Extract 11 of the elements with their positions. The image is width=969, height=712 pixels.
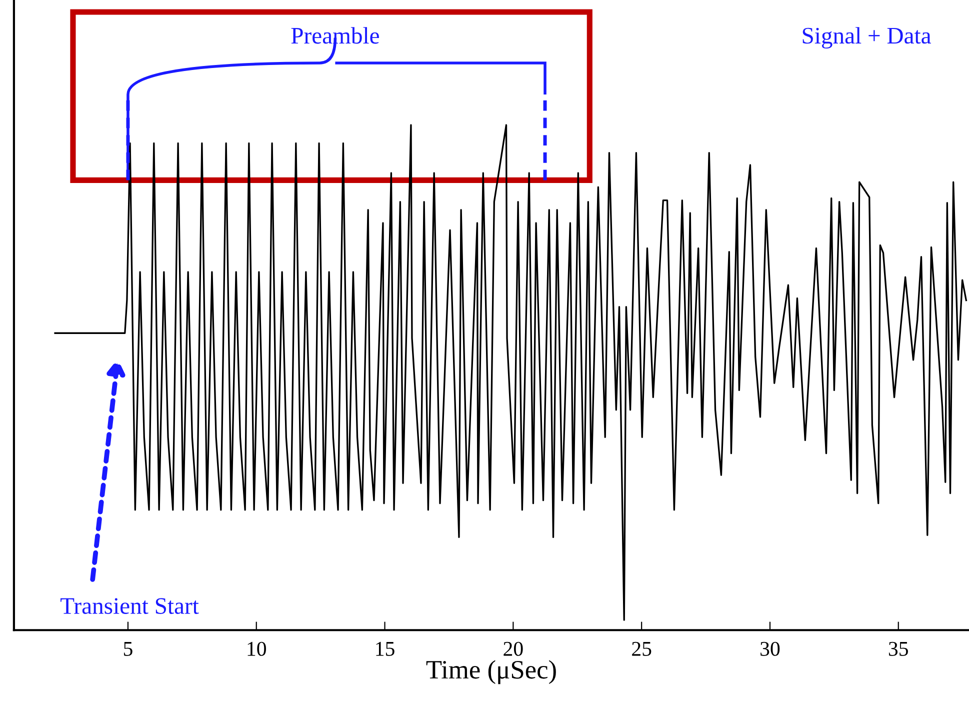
x-tick-label: 30 bbox=[760, 642, 780, 656]
x-tick-label: 35 bbox=[888, 642, 908, 656]
text: Signal + Data bbox=[802, 27, 931, 49]
x-tick-label: 25 bbox=[632, 642, 652, 656]
text: Preamble bbox=[291, 27, 379, 44]
annotation: Transient Start bbox=[60, 598, 199, 614]
x-tick-label: 20 bbox=[504, 642, 523, 656]
x-tick-label: 5 bbox=[124, 642, 132, 656]
x-axis-title: Time (μSec) bbox=[426, 660, 556, 684]
x-tick-label: 10 bbox=[248, 642, 266, 656]
x-tick-label: 15 bbox=[376, 642, 394, 656]
